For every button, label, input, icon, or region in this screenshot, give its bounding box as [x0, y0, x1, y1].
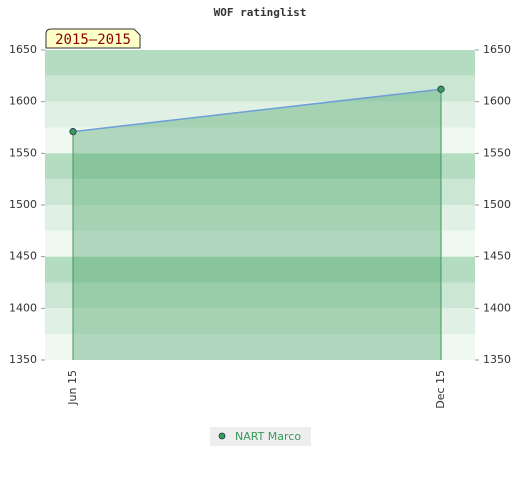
annotation-box [45, 28, 141, 49]
x-tick-label: Jun 15 [66, 370, 79, 406]
background-band [45, 101, 475, 128]
y-tick-label: 1500 [9, 198, 37, 211]
y-tick-label: 1400 [9, 301, 37, 314]
y2-tick-label: 1400 [483, 301, 511, 314]
background-band [45, 179, 475, 205]
background-band [45, 153, 475, 180]
y2-tick-label: 1600 [483, 95, 511, 108]
background-band [45, 308, 475, 335]
background-band [45, 75, 475, 102]
y2-tick-label: 1500 [483, 198, 511, 211]
background-band [45, 282, 475, 309]
y2-tick-label: 1550 [483, 146, 511, 159]
point [437, 85, 445, 93]
y2-tick-label: 1650 [483, 43, 511, 56]
annotation: 2015–2015 [55, 32, 131, 48]
background-band [45, 205, 475, 231]
point [69, 128, 77, 136]
chart-title: WOF ratinglist [214, 6, 307, 19]
background-band [45, 334, 475, 360]
area [73, 89, 441, 361]
y2-tick-label: 1450 [483, 250, 511, 263]
y2-tick-label: 1350 [483, 353, 511, 366]
y-tick-label: 1450 [9, 250, 37, 263]
y-tick-label: 1600 [9, 95, 37, 108]
background-band [45, 256, 475, 283]
y-tick-label: 1350 [9, 353, 37, 366]
x-tick-label: Dec 15 [434, 370, 447, 409]
y-tick-label: 1650 [9, 43, 37, 56]
background-band [45, 230, 475, 257]
background-band [45, 127, 475, 154]
legend-box [210, 427, 311, 446]
y-tick-label: 1550 [9, 146, 37, 159]
legend-label: NART Marco [235, 430, 301, 443]
background-band [45, 50, 475, 76]
legend-marker [218, 432, 226, 440]
line [72, 88, 442, 133]
